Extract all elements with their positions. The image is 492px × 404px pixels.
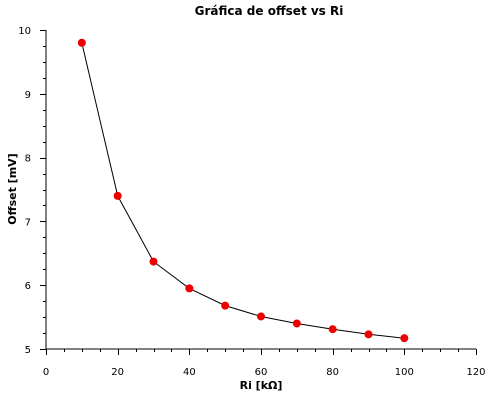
y-tick-label: 7 <box>25 217 31 228</box>
axes <box>45 30 476 350</box>
x-tick-label: 20 <box>111 367 124 378</box>
x-tick-label: 80 <box>326 367 339 378</box>
y-tick-label: 9 <box>25 90 31 101</box>
series-layer <box>77 38 409 343</box>
y-tick-label: 10 <box>18 26 31 37</box>
y-tick-label: 6 <box>25 281 31 292</box>
x-tick-label: 0 <box>43 367 49 378</box>
y-tick-label: 5 <box>25 345 31 356</box>
ticks <box>40 30 477 355</box>
series-line <box>81 42 405 339</box>
data-point <box>221 301 230 310</box>
data-point <box>149 257 158 266</box>
data-point <box>257 312 265 321</box>
data-point <box>400 334 409 343</box>
data-point <box>328 325 337 334</box>
data-point <box>113 191 122 200</box>
x-tick-label: 120 <box>466 367 485 378</box>
data-point <box>185 284 194 293</box>
y-axis-label: Offset [mV] <box>6 153 19 224</box>
x-axis-label: Ri [kΩ] <box>240 379 283 392</box>
chart-title: Gráfica de offset vs Ri <box>195 4 344 18</box>
data-point <box>77 38 86 47</box>
x-tick-label: 40 <box>183 367 196 378</box>
x-tick-label: 60 <box>255 367 268 378</box>
data-point <box>364 330 373 339</box>
y-tick-label: 8 <box>25 154 31 165</box>
tick-labels: 0 20 40 60 80 100 120 5 6 7 8 9 10 <box>18 26 485 378</box>
x-tick-label: 100 <box>395 367 414 378</box>
data-point <box>292 319 301 328</box>
